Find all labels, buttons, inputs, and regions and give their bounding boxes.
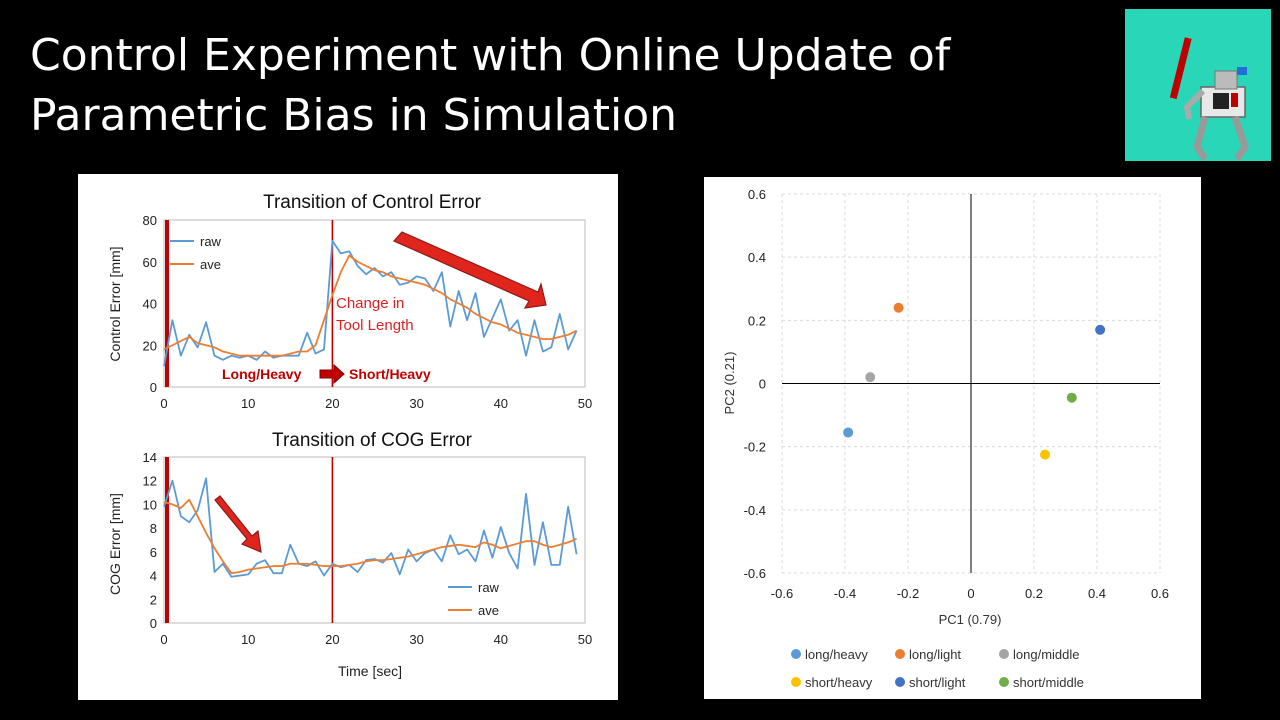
x-tick-label: 0.6 bbox=[1151, 586, 1169, 601]
slide-title: Control Experiment with Online Update of… bbox=[30, 26, 1090, 146]
y-tick-label: 12 bbox=[143, 474, 157, 489]
y-tick-label: 8 bbox=[150, 521, 157, 536]
y-tick-label: 14 bbox=[143, 450, 157, 465]
x-tick-label: 0.4 bbox=[1088, 586, 1106, 601]
series-line-raw bbox=[163, 477, 578, 578]
point-short-middle bbox=[1066, 392, 1077, 403]
x-tick-label: 0 bbox=[967, 586, 974, 601]
x-tick-label: -0.6 bbox=[771, 586, 793, 601]
slide-title-line1: Control Experiment with Online Update of bbox=[30, 30, 951, 81]
legend-label-ave: ave bbox=[200, 257, 221, 272]
cog-error-title: Transition of COG Error bbox=[272, 430, 473, 451]
x-tick-label: 30 bbox=[409, 396, 423, 411]
legend-label-short-heavy: short/heavy bbox=[805, 675, 873, 690]
y-tick-label: 4 bbox=[150, 569, 157, 584]
x-tick-label: 10 bbox=[241, 396, 255, 411]
point-long-light bbox=[893, 302, 904, 313]
y-tick-label: 0.6 bbox=[748, 187, 766, 202]
robot-tool-bar bbox=[1169, 37, 1192, 100]
x-tick-label: 0.2 bbox=[1025, 586, 1043, 601]
x-tick-label: 30 bbox=[409, 632, 423, 647]
x-tick-label: 10 bbox=[241, 632, 255, 647]
point-long-heavy bbox=[843, 427, 854, 438]
legend-marker-short-middle bbox=[999, 677, 1009, 687]
x-tick-label: 40 bbox=[494, 396, 508, 411]
legend-label-short-light: short/light bbox=[909, 675, 966, 690]
control-error-trend-arrow bbox=[393, 231, 547, 309]
change-annotation-line2: Tool Length bbox=[336, 317, 414, 334]
y-tick-label: 0 bbox=[150, 616, 157, 631]
legend-label-raw: raw bbox=[478, 580, 500, 595]
y-tick-label: -0.6 bbox=[744, 566, 766, 581]
legend-label-raw: raw bbox=[200, 234, 222, 249]
plot-area-cog bbox=[163, 456, 586, 624]
change-annotation-line1: Change in bbox=[336, 295, 404, 312]
cog-error-ylabel: COG Error [mm] bbox=[107, 493, 123, 595]
legend-marker-short-heavy bbox=[791, 677, 801, 687]
y-tick-label: 60 bbox=[143, 255, 157, 270]
after-condition-label: Short/Heavy bbox=[349, 366, 431, 382]
y-tick-label: 2 bbox=[150, 592, 157, 607]
x-tick-label: 40 bbox=[494, 632, 508, 647]
point-short-heavy bbox=[1040, 449, 1051, 460]
legend-label-ave: ave bbox=[478, 603, 499, 618]
series-line-raw bbox=[163, 239, 578, 367]
x-tick-label: 20 bbox=[325, 396, 339, 411]
point-long-middle bbox=[865, 372, 876, 383]
series-line-ave bbox=[163, 254, 577, 357]
y-tick-label: 20 bbox=[143, 338, 157, 353]
y-tick-label: 0 bbox=[150, 380, 157, 395]
pca-panel: PC1 (0.79) PC2 (0.21) -0.6 -0.4 -0.2 0 0.2 0.… bbox=[704, 177, 1201, 699]
x-tick-label: 50 bbox=[578, 632, 592, 647]
control-error-title: Transition of Control Error bbox=[263, 192, 482, 213]
y-tick-label: -0.4 bbox=[744, 503, 766, 518]
series-line-ave bbox=[163, 498, 577, 575]
pc1-axis-label: PC1 (0.79) bbox=[939, 612, 1002, 627]
slide-title-line2: Parametric Bias in Simulation bbox=[30, 90, 678, 141]
legend-label-long-middle: long/middle bbox=[1013, 647, 1080, 662]
robot-thumbnail bbox=[1125, 9, 1271, 161]
time-series-panel: Transition of Control Error Transition o… bbox=[78, 174, 618, 700]
robot-illustration bbox=[1169, 37, 1249, 161]
y-tick-label: 40 bbox=[143, 297, 157, 312]
legend-marker-long-middle bbox=[999, 649, 1009, 659]
y-tick-label: -0.2 bbox=[744, 440, 766, 455]
y-tick-label: 0.2 bbox=[748, 313, 766, 328]
x-tick-label: 0 bbox=[160, 632, 167, 647]
point-short-light bbox=[1095, 324, 1106, 335]
time-series-charts: Transition of Control Error Transition o… bbox=[107, 192, 592, 679]
x-tick-label: -0.4 bbox=[834, 586, 856, 601]
before-condition-label: Long/Heavy bbox=[222, 366, 302, 382]
control-error-ylabel: Control Error [mm] bbox=[107, 246, 123, 361]
y-tick-label: 80 bbox=[143, 213, 157, 228]
y-tick-label: 0 bbox=[759, 377, 766, 392]
y-tick-label: 0.4 bbox=[748, 250, 766, 265]
x-tick-label: 0 bbox=[160, 396, 167, 411]
x-tick-label: 20 bbox=[325, 632, 339, 647]
plot-area-control bbox=[163, 219, 586, 388]
legend-marker-short-light bbox=[895, 677, 905, 687]
legend-marker-long-heavy bbox=[791, 649, 801, 659]
pca-scatter-chart: PC1 (0.79) PC2 (0.21) -0.6 -0.4 -0.2 0 0.2 0.… bbox=[722, 187, 1169, 690]
x-tick-label: 50 bbox=[578, 396, 592, 411]
legend-marker-long-light bbox=[895, 649, 905, 659]
legend-label-short-middle: short/middle bbox=[1013, 675, 1084, 690]
legend-label-long-light: long/light bbox=[909, 647, 961, 662]
cog-error-trend-arrow bbox=[214, 495, 262, 553]
time-xlabel: Time [sec] bbox=[338, 663, 402, 679]
legend-label-long-heavy: long/heavy bbox=[805, 647, 868, 662]
y-tick-label: 10 bbox=[143, 497, 157, 512]
y-tick-label: 6 bbox=[150, 545, 157, 560]
pc2-axis-label: PC2 (0.21) bbox=[722, 352, 737, 415]
x-tick-label: -0.2 bbox=[897, 586, 919, 601]
